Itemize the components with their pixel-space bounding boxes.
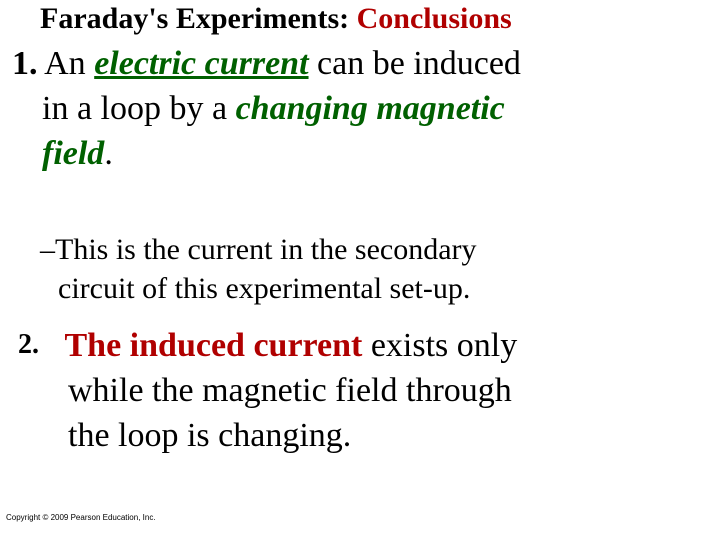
point2-t1: exists only — [362, 327, 517, 364]
sub1-t2: circuit of this experimental set-up. — [58, 269, 690, 308]
sub1-t1: This is the current in the secondary — [55, 233, 477, 266]
point2-t3: the loop is changing. — [68, 414, 700, 459]
point1-line2: in a loop by a changing magnetic — [42, 87, 700, 132]
sub-point-1: –This is the current in the secondary ci… — [40, 230, 690, 308]
point1-em3: field — [42, 135, 104, 172]
conclusion-2: 2. The induced current exists only while… — [18, 324, 700, 459]
point1-t2: can be induced — [309, 45, 521, 82]
point1-em2: changing magnetic — [236, 90, 505, 127]
point2-t2: while the magnetic field through — [68, 369, 700, 414]
title-part1: Faraday's Experiments: — [40, 2, 349, 35]
point1-line3: field. — [42, 132, 700, 177]
point1-t1: An — [44, 45, 94, 82]
slide: Faraday's Experiments: Conclusions 1. An… — [0, 0, 720, 540]
point1-em1: electric current — [94, 45, 308, 82]
sub1-dash: – — [40, 233, 55, 266]
point1-number: 1. — [12, 45, 38, 82]
conclusion-1: 1. An electric current can be induced in… — [12, 42, 700, 177]
slide-title: Faraday's Experiments: Conclusions — [40, 2, 700, 35]
copyright-text: Copyright © 2009 Pearson Education, Inc. — [6, 513, 156, 522]
point1-t3: in a loop by a — [42, 90, 236, 127]
title-part2: Conclusions — [357, 2, 512, 35]
point2-number: 2. — [18, 329, 39, 360]
point1-t4: . — [104, 135, 113, 172]
point2-red: The induced current — [65, 327, 363, 364]
